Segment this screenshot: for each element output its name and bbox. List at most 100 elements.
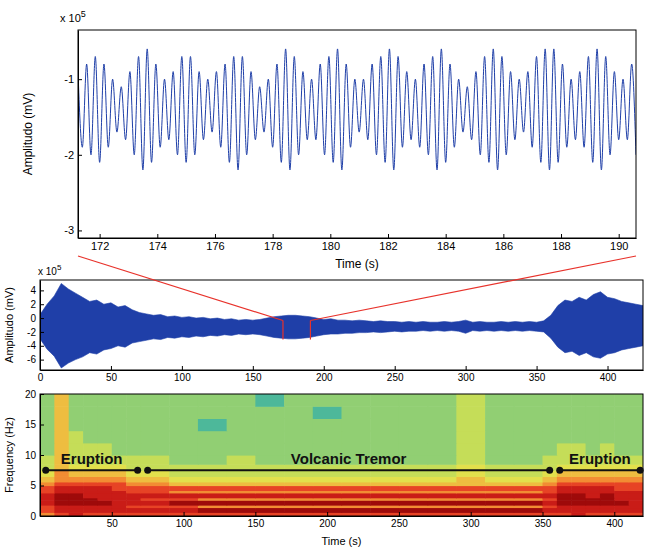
x-tick: 150	[245, 366, 262, 383]
spectrogram-cell	[543, 482, 558, 486]
x-tick-mark	[388, 234, 389, 238]
x-tick-mark	[324, 366, 325, 370]
x-tick: 180	[322, 234, 340, 252]
spectrogram-cell	[198, 406, 227, 419]
spectrogram-cell	[456, 455, 485, 465]
y-tick-mark	[78, 155, 82, 156]
y-tick: -2	[27, 327, 44, 338]
spectrogram-cell	[514, 500, 543, 505]
x-tick-mark	[619, 234, 620, 238]
y-tick-mark	[40, 425, 44, 426]
x-tick-mark	[100, 234, 101, 238]
spectrogram-cell	[514, 406, 543, 419]
spectrogram-cell	[227, 500, 256, 505]
spectrogram-cell	[83, 431, 98, 444]
spectrogram-cell	[428, 482, 457, 486]
y-tick: -3	[64, 224, 82, 236]
span-end-dot	[144, 467, 151, 474]
spectrogram-cell	[614, 493, 629, 498]
spectrogram-cell	[571, 486, 586, 491]
spectrogram-cell	[54, 500, 69, 505]
span-line	[560, 469, 640, 471]
spectrogram-cell	[40, 406, 55, 419]
spectrogram-cell	[600, 482, 615, 486]
panel-2: 5010015020025030035040005101520Time (s)F…	[3, 389, 644, 547]
spectrogram-cell	[456, 470, 485, 477]
y-axis: 05101520	[25, 389, 44, 522]
spectrogram-cell	[284, 486, 313, 491]
spectrogram-cell	[112, 418, 127, 431]
plot-marks	[40, 394, 643, 516]
spectrogram-cell	[198, 493, 227, 498]
spectrogram-cell	[543, 406, 558, 419]
spectrogram-cell	[40, 500, 55, 505]
x-tick-label: 190	[610, 240, 628, 252]
spectrogram-cell	[83, 486, 98, 491]
spectrogram-cell	[614, 486, 629, 491]
x-axis-line	[41, 370, 644, 371]
spectrogram-cell	[255, 394, 284, 407]
spectrogram-cell	[284, 493, 313, 498]
spectrogram-cell	[169, 394, 198, 407]
x-tick: 186	[495, 234, 513, 252]
x-tick-label: 100	[176, 518, 193, 529]
spectrogram-cell	[600, 418, 615, 431]
spectrogram-cell	[514, 418, 543, 431]
spectrogram-cell	[40, 486, 55, 491]
spectrogram-cell	[255, 493, 284, 498]
spectrogram-cell	[571, 493, 586, 498]
x-tick: 176	[206, 234, 224, 252]
spectrogram-cell	[614, 418, 629, 431]
x-tick: 250	[391, 512, 408, 529]
x-tick: 250	[387, 366, 404, 383]
spectrogram-cell	[514, 486, 543, 491]
y-axis: -3-2-1	[64, 31, 82, 239]
spectrogram-cell	[284, 406, 313, 419]
spectrogram-cell	[284, 418, 313, 431]
spectrogram-cell	[370, 406, 399, 419]
spectrogram-cell	[514, 470, 543, 477]
spectrogram-cell	[313, 500, 342, 505]
x-tick-mark	[503, 234, 504, 238]
x-tick-label: 250	[387, 372, 404, 383]
spectrogram-cell	[428, 507, 457, 512]
y-tick: -4	[27, 340, 44, 351]
spectrogram-cell	[198, 507, 227, 512]
span-end-dot	[134, 467, 141, 474]
spectrogram-cell	[456, 443, 485, 456]
spectrogram-cell	[557, 476, 572, 482]
spectrogram-cell	[514, 394, 543, 407]
y-axis-line	[40, 281, 41, 371]
spectrogram-cell	[40, 482, 55, 486]
spectrogram-cell	[586, 486, 601, 491]
spectrogram-cell	[97, 500, 112, 505]
x-tick-mark	[215, 234, 216, 238]
spectrogram-cell	[141, 500, 170, 505]
spectrogram-cell	[97, 486, 112, 491]
y-axis-title: Amplitudo (mV)	[21, 93, 35, 176]
spectrogram-cell	[600, 394, 615, 407]
spectrogram-cell	[126, 431, 141, 444]
spectrogram-cell	[342, 486, 371, 491]
y-tick-mark	[40, 360, 44, 361]
spectrogram-cell	[543, 486, 558, 491]
spectrogram-cell	[112, 486, 127, 491]
multiplier-base: x 10	[60, 12, 81, 24]
spectrogram-cell	[255, 443, 284, 456]
spectrogram-cell	[514, 476, 543, 482]
spectrogram-cell	[485, 493, 514, 498]
spectrogram-cell	[141, 476, 170, 482]
x-tick: 150	[248, 512, 265, 529]
spectrogram-cell	[227, 482, 256, 486]
spectrogram-cell	[227, 406, 256, 419]
spectrogram-cell	[614, 507, 629, 512]
plot-frame	[78, 30, 636, 238]
zoom-marker	[282, 321, 283, 340]
y-tick-mark	[40, 346, 44, 347]
spectrogram-cell	[342, 482, 371, 486]
span-end-dot	[546, 467, 553, 474]
spectrogram-cell	[485, 507, 514, 512]
spectrogram-cell	[543, 455, 558, 465]
y-tick: 20	[25, 389, 44, 400]
spectrogram-cell	[83, 500, 98, 505]
